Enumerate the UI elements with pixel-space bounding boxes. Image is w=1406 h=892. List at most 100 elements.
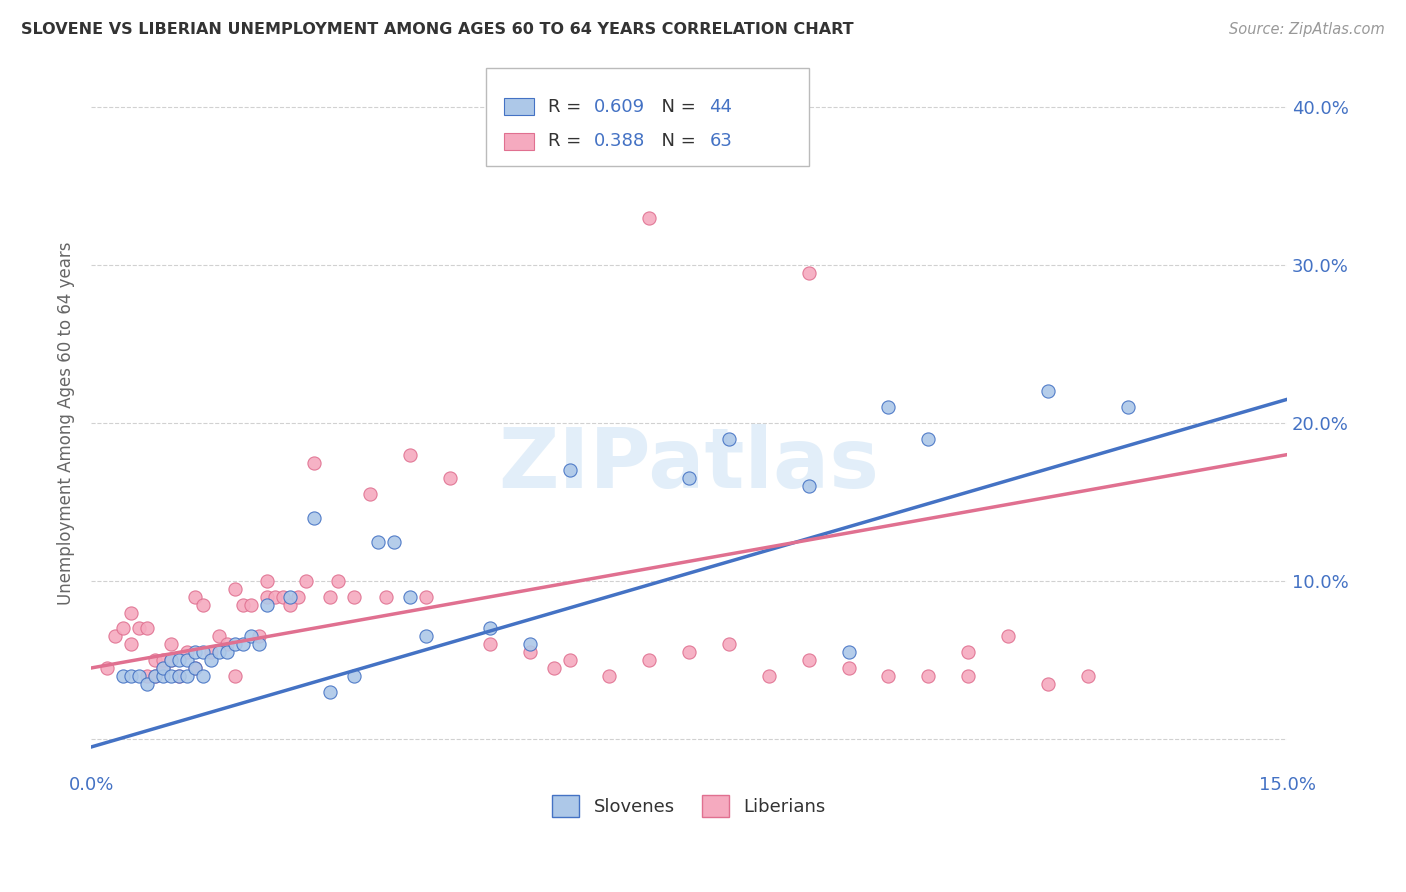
Point — [191, 669, 214, 683]
Point — [232, 598, 254, 612]
Point — [215, 645, 238, 659]
Point — [136, 622, 159, 636]
Text: ZIPatlas: ZIPatlas — [499, 425, 880, 505]
Point — [717, 637, 740, 651]
Point — [224, 669, 246, 683]
Point — [638, 211, 661, 225]
Point — [758, 669, 780, 683]
Point — [797, 266, 820, 280]
Text: R =: R = — [548, 132, 586, 151]
Point — [415, 590, 437, 604]
Point — [120, 637, 142, 651]
Point — [280, 590, 302, 604]
Text: SLOVENE VS LIBERIAN UNEMPLOYMENT AMONG AGES 60 TO 64 YEARS CORRELATION CHART: SLOVENE VS LIBERIAN UNEMPLOYMENT AMONG A… — [21, 22, 853, 37]
FancyBboxPatch shape — [503, 133, 534, 150]
Point — [280, 598, 302, 612]
Point — [143, 653, 166, 667]
Point — [271, 590, 294, 604]
Point — [184, 645, 207, 659]
Point — [152, 661, 174, 675]
Text: Source: ZipAtlas.com: Source: ZipAtlas.com — [1229, 22, 1385, 37]
Point — [382, 534, 405, 549]
Point — [152, 653, 174, 667]
Point — [519, 637, 541, 651]
Point — [478, 637, 501, 651]
Point — [224, 582, 246, 596]
Point — [120, 669, 142, 683]
Point — [200, 653, 222, 667]
Point — [128, 669, 150, 683]
Y-axis label: Unemployment Among Ages 60 to 64 years: Unemployment Among Ages 60 to 64 years — [58, 242, 75, 605]
Point — [877, 669, 900, 683]
Point — [232, 637, 254, 651]
Point — [1116, 401, 1139, 415]
Point — [160, 669, 183, 683]
Point — [256, 590, 278, 604]
Point — [543, 661, 565, 675]
Point — [160, 653, 183, 667]
Point — [239, 598, 262, 612]
Point — [838, 645, 860, 659]
Point — [176, 645, 198, 659]
Point — [208, 645, 231, 659]
Point — [128, 622, 150, 636]
Text: 63: 63 — [710, 132, 733, 151]
Point — [717, 432, 740, 446]
Point — [367, 534, 389, 549]
Point — [678, 645, 700, 659]
Text: 0.609: 0.609 — [593, 98, 644, 116]
Point — [638, 653, 661, 667]
Point — [343, 590, 366, 604]
Text: 44: 44 — [710, 98, 733, 116]
Point — [184, 661, 207, 675]
Point — [112, 669, 135, 683]
Point — [247, 637, 270, 651]
Point — [917, 432, 939, 446]
Text: N =: N = — [650, 132, 702, 151]
Point — [152, 669, 174, 683]
Point — [439, 471, 461, 485]
Point — [375, 590, 398, 604]
Point — [167, 653, 190, 667]
Point — [957, 669, 980, 683]
Point — [256, 574, 278, 588]
Point — [558, 463, 581, 477]
Point — [184, 661, 207, 675]
Point — [167, 669, 190, 683]
Point — [143, 669, 166, 683]
Point — [200, 645, 222, 659]
Point — [247, 629, 270, 643]
Point — [1077, 669, 1099, 683]
Point — [1036, 384, 1059, 399]
Point — [176, 653, 198, 667]
Point — [399, 590, 422, 604]
Point — [176, 669, 198, 683]
Point — [263, 590, 285, 604]
Point — [415, 629, 437, 643]
Point — [104, 629, 127, 643]
Point — [143, 669, 166, 683]
Point — [558, 653, 581, 667]
Text: 0.388: 0.388 — [593, 132, 645, 151]
Legend: Slovenes, Liberians: Slovenes, Liberians — [546, 788, 834, 824]
Point — [304, 511, 326, 525]
FancyBboxPatch shape — [503, 98, 534, 115]
Point — [136, 669, 159, 683]
Text: R =: R = — [548, 98, 586, 116]
Point — [917, 669, 939, 683]
Point — [167, 669, 190, 683]
Point — [343, 669, 366, 683]
Point — [838, 661, 860, 675]
Point — [957, 645, 980, 659]
Point — [1036, 677, 1059, 691]
Point — [208, 629, 231, 643]
FancyBboxPatch shape — [486, 69, 808, 166]
Point — [997, 629, 1019, 643]
Point — [797, 653, 820, 667]
Point — [112, 622, 135, 636]
Point — [224, 637, 246, 651]
Point — [191, 645, 214, 659]
Point — [877, 401, 900, 415]
Point — [136, 677, 159, 691]
Point — [519, 645, 541, 659]
